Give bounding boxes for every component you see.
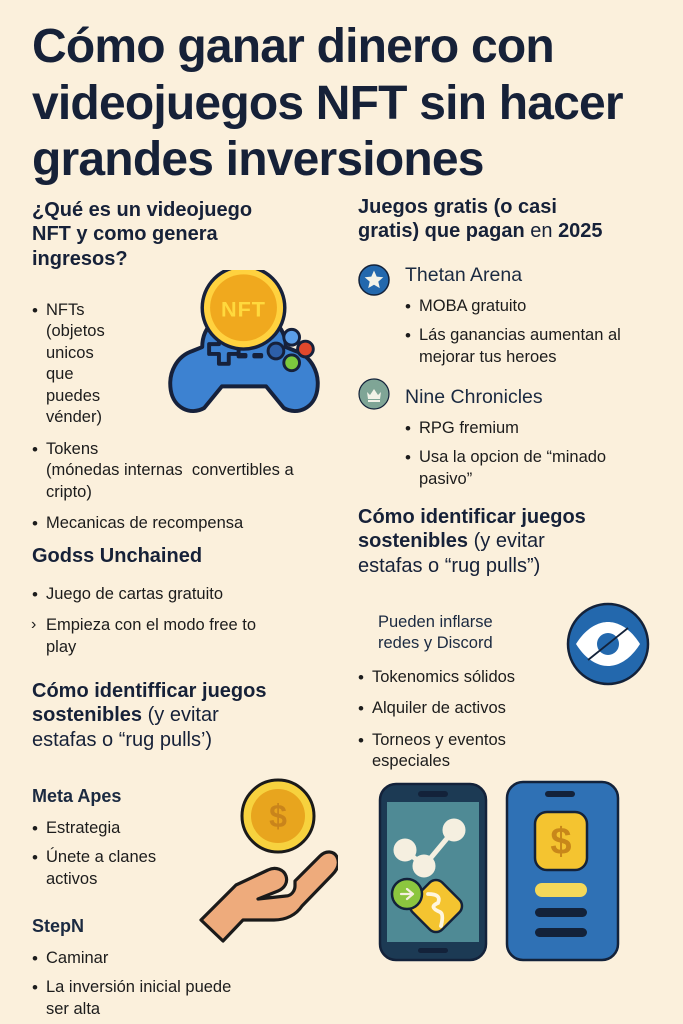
svg-text:NFT: NFT	[221, 297, 266, 322]
svg-text:$: $	[269, 798, 287, 834]
svg-text:$: $	[550, 821, 571, 863]
